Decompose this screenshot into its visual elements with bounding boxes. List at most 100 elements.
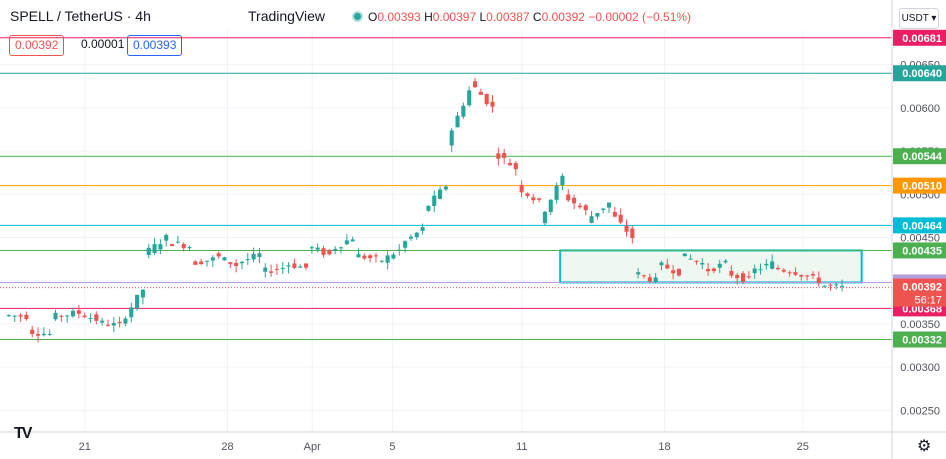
candle-body: [251, 253, 256, 260]
candle-body: [659, 262, 664, 266]
candle-body: [210, 257, 215, 261]
candle-body: [490, 101, 495, 107]
level-label: 0.00510: [902, 181, 942, 193]
candle-body: [82, 315, 87, 318]
candle-body: [234, 262, 239, 266]
candle-body: [100, 320, 105, 323]
candle-body: [834, 284, 839, 286]
level-label-bg: [893, 29, 946, 46]
candle-body: [111, 322, 116, 326]
candle-body: [216, 253, 221, 257]
candle-body: [164, 234, 169, 241]
candle-body: [542, 211, 547, 224]
level-label: 0.00544: [902, 151, 943, 163]
candle-body: [257, 253, 262, 257]
gear-icon[interactable]: ⚙: [917, 438, 932, 455]
candle-body: [18, 315, 23, 317]
candles: [6, 77, 845, 343]
candle-body: [408, 236, 413, 239]
candle-body: [467, 90, 472, 106]
candle-body: [41, 333, 46, 336]
candle-body: [449, 130, 454, 146]
currency-dropdown[interactable]: USDT ▾: [899, 8, 939, 29]
x-tick-label: 5: [389, 441, 395, 453]
level-label: 0.00332: [902, 334, 942, 346]
range-box-layer: [559, 249, 863, 284]
open-label: O: [368, 10, 378, 24]
symbol-title[interactable]: SPELL / TetherUS · 4h: [10, 8, 151, 24]
candle-body: [455, 115, 460, 128]
candle-body: [624, 225, 629, 232]
candle-body: [758, 269, 763, 271]
candle-body: [158, 244, 163, 250]
y-tick-label: 0.00600: [900, 103, 940, 115]
candle-body: [356, 254, 361, 258]
candle-body: [105, 324, 111, 326]
level-label-bg: [893, 217, 946, 234]
candle-body: [438, 189, 443, 199]
candle-body: [379, 260, 384, 262]
candle-body: [583, 205, 588, 211]
candle-body: [117, 321, 122, 324]
candle-body: [298, 266, 303, 268]
candle-body: [53, 312, 58, 320]
candle-countdown: 56:17: [914, 295, 942, 307]
y-tick-label: 0.00350: [900, 319, 940, 331]
candle-body: [373, 255, 379, 257]
candle-body: [175, 241, 180, 243]
candle-body: [140, 289, 145, 298]
candle-body: [65, 315, 70, 317]
candle-body: [123, 318, 128, 324]
candle-body: [717, 263, 722, 268]
candle-body: [414, 232, 419, 238]
candle-body: [665, 264, 670, 269]
candle-body: [292, 263, 297, 268]
candle-body: [636, 272, 641, 275]
candle-body: [94, 314, 99, 321]
high-value: 0.00397: [432, 10, 477, 24]
spread-value: 0.00001: [81, 37, 125, 51]
candle-body: [30, 329, 35, 335]
x-tick-label: Apr: [304, 441, 321, 453]
low-label: L: [479, 10, 487, 24]
low-value: 0.00387: [486, 10, 530, 24]
sell-price-button[interactable]: 0.00392: [9, 35, 65, 56]
candle-body: [781, 269, 786, 272]
candle-body: [403, 241, 408, 248]
candle-body: [70, 310, 76, 317]
candle-body: [735, 274, 740, 279]
candle-body: [840, 285, 845, 287]
candle-body: [630, 228, 635, 239]
candle-body: [432, 195, 437, 206]
candle-body: [560, 175, 565, 186]
candle-body: [729, 270, 734, 276]
candle-body: [309, 247, 314, 249]
level-label-bg: [893, 177, 946, 194]
consolidation-range-box: [559, 249, 863, 284]
candle-body: [793, 272, 798, 275]
candle-body: [88, 318, 93, 320]
candle-body: [770, 261, 775, 269]
candle-body: [589, 216, 594, 223]
candle-body: [548, 199, 553, 213]
candle-body: [810, 274, 815, 276]
buy-price-button[interactable]: 0.00393: [127, 35, 183, 56]
x-tick-label: 11: [516, 441, 527, 453]
chart-grid: [0, 30, 892, 432]
close-value: 0.00392: [541, 10, 585, 24]
candle-body: [799, 275, 804, 277]
candle-body: [740, 273, 746, 282]
candle-body: [269, 271, 274, 273]
y-tick-label: 0.00450: [900, 232, 940, 244]
candle-body: [187, 247, 192, 249]
candle-body: [816, 277, 821, 284]
candle-body: [478, 91, 483, 95]
candle-body: [59, 315, 64, 317]
candle-body: [653, 277, 658, 282]
candle-body: [647, 277, 652, 282]
level-label: 0.00681: [902, 33, 942, 45]
candle-body: [245, 259, 250, 261]
candle-body: [484, 94, 489, 105]
candle-body: [274, 268, 279, 270]
